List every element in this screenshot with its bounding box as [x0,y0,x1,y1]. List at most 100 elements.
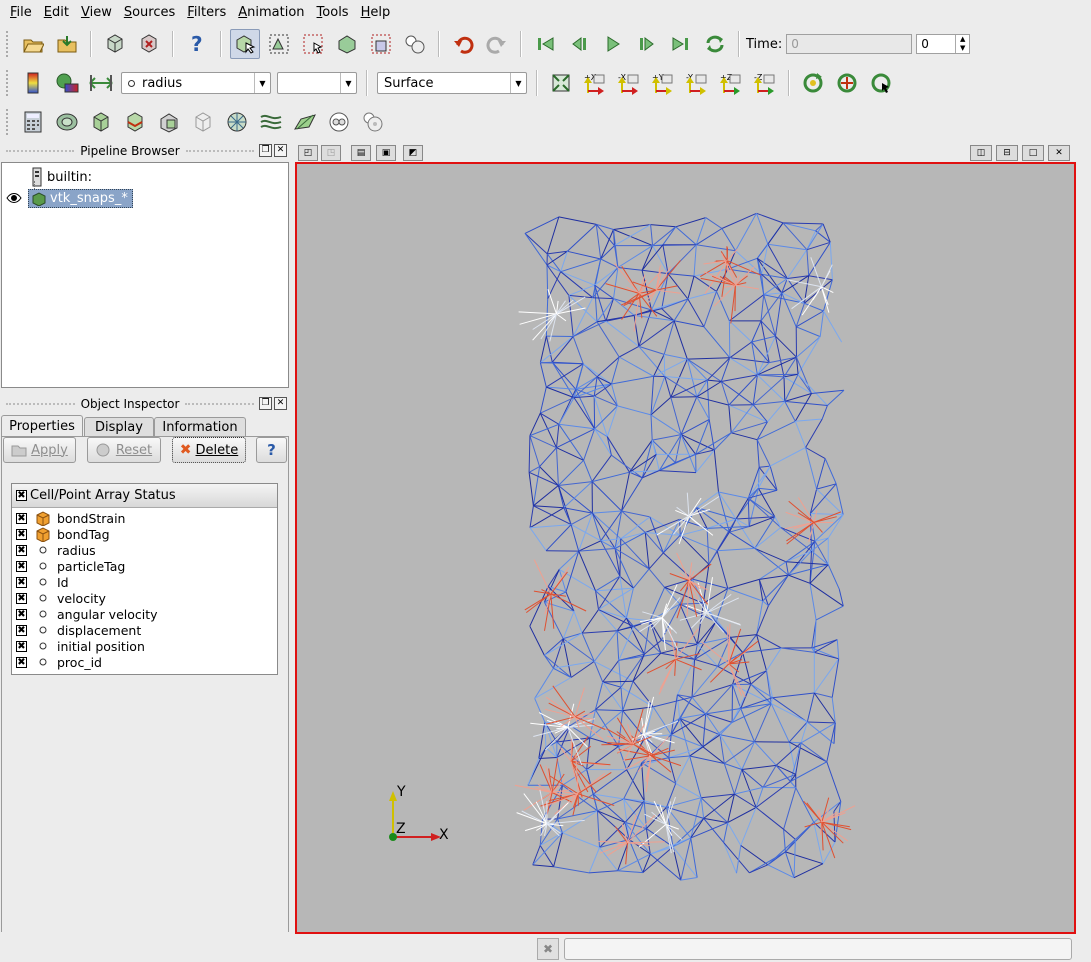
tab-information[interactable]: Information [154,417,246,437]
split-view-icon[interactable]: ◰ [298,145,318,161]
select-cells-icon[interactable] [264,29,294,59]
array-checkbox[interactable]: ✖ [16,656,27,668]
array-row[interactable]: ✖ angular velocity [12,606,277,622]
menu-view[interactable]: View [80,4,112,20]
next-frame-icon[interactable] [632,29,662,59]
toolbar-grip[interactable] [6,31,10,57]
redo-icon[interactable] [482,29,512,59]
camera-undo-icon[interactable]: ◩ [403,145,423,161]
threshold-icon[interactable] [154,107,184,137]
delete-button[interactable]: ✖ Delete [172,437,246,463]
reset-camera-icon[interactable] [546,68,576,98]
array-checkbox[interactable]: ✖ [16,624,27,636]
array-row[interactable]: ✖ velocity [12,590,277,606]
menu-file[interactable]: File [10,4,32,20]
float-panel-icon[interactable]: ❐ [259,144,272,157]
toolbar-grip[interactable] [6,70,10,96]
pipeline-item-vtk-snaps[interactable]: vtk_snaps_* [28,189,133,208]
menu-animation[interactable]: Animation [238,4,305,20]
rotate-center-icon[interactable] [798,68,828,98]
view-plus-z-icon[interactable]: +Z [716,68,746,98]
stream-tracer-icon[interactable] [256,107,286,137]
tab-properties[interactable]: Properties [1,415,83,437]
pipeline-item-builtin[interactable]: builtin: [32,167,92,187]
array-row[interactable]: ✖ Id [12,574,277,590]
select-frustum-icon[interactable] [332,29,362,59]
apply-button[interactable]: Apply [3,437,76,463]
clip-icon[interactable] [86,107,116,137]
clear-status-icon[interactable]: ✖ [537,938,559,960]
maximize-icon[interactable]: □ [1022,145,1044,161]
disconnect-icon[interactable] [134,29,164,59]
float-panel-icon[interactable]: ❐ [259,397,272,410]
undo-icon[interactable] [448,29,478,59]
play-icon[interactable] [598,29,628,59]
array-row[interactable]: ✖ particleTag [12,558,277,574]
visibility-eye-icon[interactable] [6,191,22,209]
view-action-icon[interactable]: ◳ [321,145,341,161]
array-row[interactable]: ✖ bondTag [12,526,277,542]
view-minus-x-icon[interactable]: -X [614,68,644,98]
view-minus-y-icon[interactable]: -Y [682,68,712,98]
glyph-icon[interactable] [222,107,252,137]
loop-icon[interactable] [700,29,730,59]
component-select[interactable]: ▼ [277,72,357,94]
group-datasets-icon[interactable] [324,107,354,137]
color-by-select[interactable]: radius ▼ [121,72,271,94]
time-field[interactable]: 0 [786,34,913,54]
array-checkbox[interactable]: ✖ [16,608,27,620]
slice-icon[interactable] [120,107,150,137]
pick-center-icon[interactable] [866,68,896,98]
close-panel-icon[interactable]: ✕ [274,397,287,410]
menu-tools[interactable]: Tools [316,4,349,20]
array-checkbox[interactable]: ✖ [16,640,27,652]
array-checkbox[interactable]: ✖ [16,576,27,588]
header-checkbox[interactable]: ✖ [16,490,27,501]
view-plus-y-icon[interactable]: +Y [648,68,678,98]
view-plus-x-icon[interactable]: +X [580,68,610,98]
array-checkbox[interactable]: ✖ [16,544,27,556]
edit-color-map-icon[interactable] [52,68,82,98]
lookmark-icon[interactable]: ▤ [351,145,371,161]
array-checkbox[interactable]: ✖ [16,512,27,524]
representation-select[interactable]: Surface ▼ [377,72,527,94]
reset-button[interactable]: Reset [87,437,161,463]
array-row[interactable]: ✖ bondStrain [12,510,277,526]
toolbar-grip[interactable] [6,109,10,135]
menu-help[interactable]: Help [360,4,391,20]
warp-vector-icon[interactable] [290,107,320,137]
array-row[interactable]: ✖ radius [12,542,277,558]
open-file-icon[interactable] [18,29,48,59]
tab-display[interactable]: Display [84,417,154,437]
first-frame-icon[interactable] [530,29,560,59]
help-button[interactable]: ? [256,437,287,463]
connect-icon[interactable] [100,29,130,59]
render-view[interactable]: Y X Z [295,162,1076,934]
calculator-icon[interactable] [18,107,48,137]
array-checkbox[interactable]: ✖ [16,560,27,572]
select-block-icon[interactable] [366,29,396,59]
close-panel-icon[interactable]: ✕ [274,144,287,157]
previous-frame-icon[interactable] [564,29,594,59]
clear-selection-icon[interactable] [400,29,430,59]
time-step-spinbox[interactable]: 0 ▲ ▼ [916,34,971,54]
spin-arrows-icon[interactable]: ▲ ▼ [955,35,969,53]
save-data-icon[interactable] [52,29,82,59]
color-legend-icon[interactable] [18,68,48,98]
view-minus-z-icon[interactable]: -Z [750,68,780,98]
contour-icon[interactable] [52,107,82,137]
extract-level-icon[interactable] [358,107,388,137]
array-checkbox[interactable]: ✖ [16,592,27,604]
last-frame-icon[interactable] [666,29,696,59]
menu-edit[interactable]: Edit [43,4,69,20]
split-horizontal-icon[interactable]: ◫ [970,145,992,161]
menu-sources[interactable]: Sources [123,4,176,20]
menu-filters[interactable]: Filters [187,4,227,20]
center-pick-icon[interactable] [832,68,862,98]
array-checkbox[interactable]: ✖ [16,528,27,540]
array-row[interactable]: ✖ initial position [12,638,277,654]
interact-mode-icon[interactable] [230,29,260,59]
array-status-header[interactable]: ✖ Cell/Point Array Status [12,484,277,508]
array-row[interactable]: ✖ proc_id [12,654,277,670]
array-row[interactable]: ✖ displacement [12,622,277,638]
